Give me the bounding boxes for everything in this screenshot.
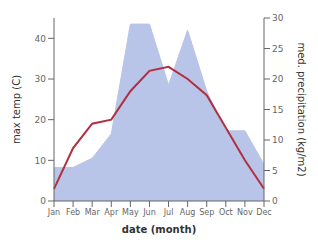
svg-text:Dec: Dec [256,208,271,217]
svg-text:May: May [122,208,139,217]
svg-text:Jun: Jun [142,208,156,217]
svg-text:Jan: Jan [47,208,60,217]
svg-text:20: 20 [35,115,47,125]
svg-text:30: 30 [272,13,284,23]
svg-text:30: 30 [35,74,47,84]
svg-text:10: 10 [272,135,284,145]
svg-text:Jul: Jul [163,208,174,217]
svg-text:Oct: Oct [219,208,233,217]
svg-text:Apr: Apr [104,208,119,217]
svg-text:10: 10 [35,156,47,166]
svg-text:5: 5 [272,166,278,176]
svg-text:Nov: Nov [237,208,253,217]
svg-text:15: 15 [272,105,283,115]
svg-text:Sep: Sep [199,208,214,217]
svg-text:Feb: Feb [66,208,80,217]
svg-text:max temp (C): max temp (C) [11,75,22,144]
svg-text:40: 40 [35,34,47,44]
svg-text:25: 25 [272,44,283,54]
svg-text:0: 0 [40,196,46,206]
svg-text:med. precipitation (kg/m2): med. precipitation (kg/m2) [296,42,307,176]
svg-text:date (month): date (month) [122,224,196,235]
svg-text:20: 20 [272,74,284,84]
svg-text:Mar: Mar [85,208,101,217]
svg-text:Aug: Aug [180,208,196,217]
svg-text:0: 0 [272,196,278,206]
